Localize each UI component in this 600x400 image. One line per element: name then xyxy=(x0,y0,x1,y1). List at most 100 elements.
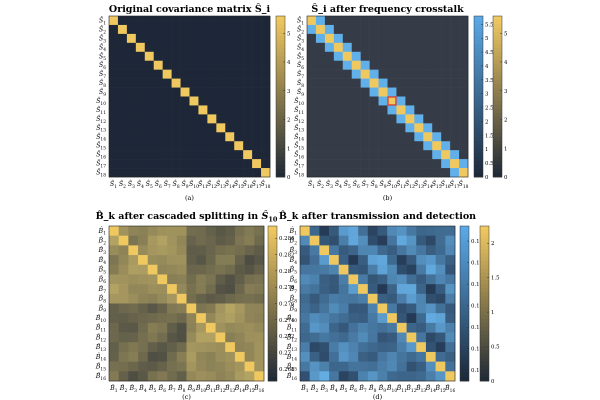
heatmap-cell xyxy=(138,322,149,333)
colorbar-segment xyxy=(480,311,489,316)
heatmap-cell xyxy=(147,226,158,236)
heatmap-cell xyxy=(118,303,129,314)
heatmap-cell xyxy=(319,371,330,382)
x-tick-label: Ŝ1 xyxy=(308,180,315,190)
heatmap-cell xyxy=(396,274,407,285)
heatmap-cell xyxy=(186,274,197,285)
heatmap-cell xyxy=(459,168,469,178)
heatmap-cell xyxy=(216,105,226,115)
heatmap-cell xyxy=(157,332,168,343)
heatmap-cell xyxy=(234,159,244,169)
panel-c: B̂_k after cascaded splitting in Ŝ10(c)… xyxy=(95,210,295,400)
heatmap-cell xyxy=(351,159,361,169)
heatmap-cell xyxy=(109,293,119,304)
heatmap-cell xyxy=(126,24,137,35)
heatmap-cell xyxy=(338,274,349,285)
heatmap-cell xyxy=(319,245,330,256)
heatmap-cell xyxy=(167,264,178,275)
heatmap-cell xyxy=(207,33,217,44)
heatmap-cell xyxy=(186,235,197,246)
heatmap-cell xyxy=(309,274,320,285)
colorbar-segment xyxy=(493,36,502,41)
y-tick-label: Ŝ4 xyxy=(297,43,304,53)
heatmap-cell xyxy=(243,123,253,133)
colorbar-segment xyxy=(474,140,483,146)
heatmap-cell xyxy=(109,105,119,115)
heatmap-cell xyxy=(109,159,119,169)
heatmap-cell xyxy=(254,255,265,266)
heatmap-cell xyxy=(324,16,335,26)
colorbar-segment xyxy=(268,245,277,250)
colorbar-segment xyxy=(480,295,489,301)
heatmap-cell xyxy=(405,16,415,26)
colorbar-segment xyxy=(480,361,489,366)
heatmap-cell xyxy=(387,255,398,266)
heatmap-cell xyxy=(186,303,197,314)
heatmap-cell xyxy=(109,351,119,362)
heatmap-cell xyxy=(128,264,139,275)
heatmap-cell xyxy=(367,264,378,275)
heatmap-cell xyxy=(198,114,208,124)
heatmap-cell xyxy=(261,16,271,26)
heatmap-cell xyxy=(423,33,433,44)
heatmap-cell xyxy=(459,123,469,133)
heatmap-cell xyxy=(319,351,330,362)
heatmap-cells xyxy=(300,226,456,382)
heatmap-cell xyxy=(144,150,155,160)
colorbar-segment xyxy=(276,116,285,122)
colorbar-segment xyxy=(493,100,502,105)
heatmap-cell xyxy=(196,351,207,362)
heatmap-cell xyxy=(338,313,349,324)
heatmap-cell xyxy=(406,342,417,353)
heatmap-cell xyxy=(176,313,187,324)
y-tick-label: B̂12 xyxy=(95,334,106,343)
heatmap-cell xyxy=(307,114,317,124)
colorbar-tick-label: 0.284 xyxy=(279,236,295,242)
heatmap-cell xyxy=(171,51,181,62)
heatmap-cell xyxy=(225,255,236,266)
heatmap-cell xyxy=(369,33,379,44)
colorbar-segment xyxy=(474,128,483,134)
heatmap-cell xyxy=(445,351,456,362)
heatmap-cell xyxy=(378,78,388,88)
heatmap-cell xyxy=(360,42,370,53)
colorbar-segment xyxy=(480,241,489,246)
plot-frame xyxy=(299,225,456,382)
heatmap-cell xyxy=(416,322,427,333)
heatmap-cell xyxy=(254,235,265,246)
heatmap-cell xyxy=(324,141,335,151)
heatmap-cell xyxy=(109,114,119,124)
heatmap-cell xyxy=(329,303,340,314)
heatmap-cell xyxy=(109,87,119,97)
heatmap-cell xyxy=(459,159,469,169)
heatmap-cell xyxy=(117,78,128,88)
heatmap-cell xyxy=(243,150,253,160)
heatmap-cell xyxy=(225,245,236,256)
heatmap-cell xyxy=(244,351,255,362)
colorbar-segment xyxy=(268,272,277,277)
heatmap-cell xyxy=(333,69,344,79)
heatmap-cell xyxy=(196,322,207,333)
heatmap-cell xyxy=(198,24,208,35)
heatmap-cell xyxy=(157,255,168,266)
heatmap-cell xyxy=(215,361,226,372)
colorbar-segment xyxy=(493,64,502,69)
heatmap-cell xyxy=(315,141,326,151)
heatmap-cell xyxy=(351,105,361,115)
heatmap-cell xyxy=(445,274,456,285)
heatmap-cell xyxy=(445,235,456,246)
heatmap-cell xyxy=(176,361,187,372)
heatmap-cell xyxy=(342,69,353,79)
heatmap-cell xyxy=(189,16,199,26)
heatmap-cell xyxy=(147,361,158,372)
heatmap-cell xyxy=(367,303,378,314)
heatmap-cell xyxy=(254,342,265,353)
colorbar-segment xyxy=(493,72,502,77)
colorbar-segment xyxy=(460,330,469,335)
heatmap-cell xyxy=(300,351,310,362)
colorbar-segment xyxy=(276,60,285,65)
heatmap-cell xyxy=(435,255,446,266)
heatmap-cell xyxy=(450,150,460,160)
heatmap-cell xyxy=(117,105,128,115)
heatmap-cell xyxy=(135,96,146,106)
